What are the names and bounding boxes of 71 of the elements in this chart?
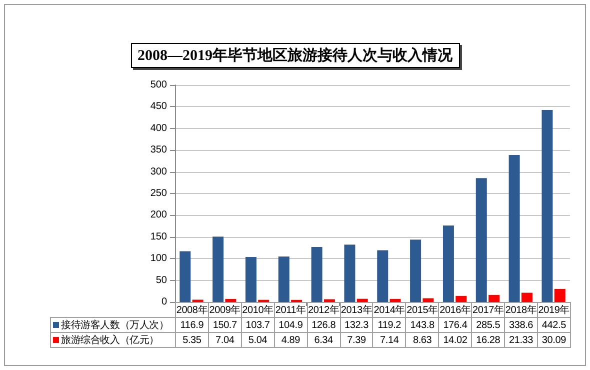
data-label: 21.33 (504, 332, 538, 348)
x-tick-label: 2016年 (438, 302, 472, 318)
x-tick-label: 2011年 (274, 302, 308, 318)
data-label: 119.2 (372, 318, 406, 332)
data-label: 30.09 (537, 332, 570, 348)
y-tick-label: 250 (150, 188, 168, 199)
y-tick-label: 350 (150, 144, 168, 156)
y-tick-label: 0 (161, 296, 168, 308)
bar (476, 178, 487, 302)
x-tick-label: 2010年 (241, 302, 274, 318)
data-label: 5.04 (241, 332, 274, 348)
bar (356, 298, 368, 302)
data-label: 338.6 (504, 318, 538, 332)
y-tick-label: 300 (150, 166, 168, 178)
y-tick-label: 450 (150, 101, 168, 112)
bar (324, 299, 335, 302)
data-label: 132.3 (340, 318, 373, 332)
y-tick-label: 400 (150, 122, 168, 134)
bar (488, 294, 500, 302)
legend-label: 接待游客人数（万人次） (50, 318, 176, 332)
data-label: 442.5 (537, 318, 570, 332)
bar (390, 298, 401, 302)
data-label: 116.9 (176, 318, 208, 332)
y-tick-label: 50 (156, 274, 168, 286)
x-tick-label: 2017年 (472, 302, 505, 318)
bar (344, 244, 356, 302)
bar (225, 298, 236, 302)
y-tick-label: 500 (150, 80, 168, 90)
data-label: 143.8 (406, 318, 439, 332)
bar (278, 256, 290, 302)
x-tick-label: 2013年 (340, 302, 373, 318)
data-label: 8.63 (406, 332, 439, 348)
data-label: 103.7 (241, 318, 274, 332)
data-label: 5.35 (176, 332, 208, 348)
data-label: 7.04 (208, 332, 242, 348)
bar (456, 296, 467, 302)
data-label: 104.9 (274, 318, 308, 332)
data-label: 6.34 (307, 332, 340, 348)
bar (542, 110, 553, 302)
x-tick-label: 2015年 (406, 302, 439, 318)
data-label: 126.8 (307, 318, 340, 332)
x-tick-label: 2008年 (176, 302, 208, 318)
y-tick-label: 200 (150, 210, 168, 221)
bar (377, 250, 388, 302)
bar (180, 251, 191, 302)
data-label: 7.39 (340, 332, 373, 348)
x-tick-label: 2009年 (208, 302, 242, 318)
data-label: 285.5 (472, 318, 505, 332)
data-label: 14.02 (438, 332, 472, 348)
bar (311, 246, 322, 302)
bar (410, 240, 422, 302)
x-tick-label: 2018年 (504, 302, 538, 318)
data-label: 4.89 (274, 332, 308, 348)
data-label: 16.28 (472, 332, 505, 348)
bar (442, 225, 454, 302)
bar (212, 236, 224, 302)
y-tick-label: 150 (150, 231, 168, 242)
data-label: 176.4 (438, 318, 472, 332)
bar (521, 292, 532, 302)
chart-title: 2008—2019年毕节地区旅游接待人次与收入情况 (130, 43, 460, 68)
legend-label: 旅游综合收入（亿元） (50, 332, 176, 348)
x-tick-label: 2019年 (537, 302, 570, 318)
data-label: 150.7 (208, 318, 242, 332)
bar (554, 288, 566, 302)
bar (422, 298, 434, 302)
bar (245, 256, 256, 302)
data-label: 7.14 (372, 332, 406, 348)
x-tick-label: 2014年 (372, 302, 406, 318)
x-tick-label: 2012年 (307, 302, 340, 318)
y-tick-label: 100 (150, 253, 168, 264)
bar (508, 155, 520, 302)
